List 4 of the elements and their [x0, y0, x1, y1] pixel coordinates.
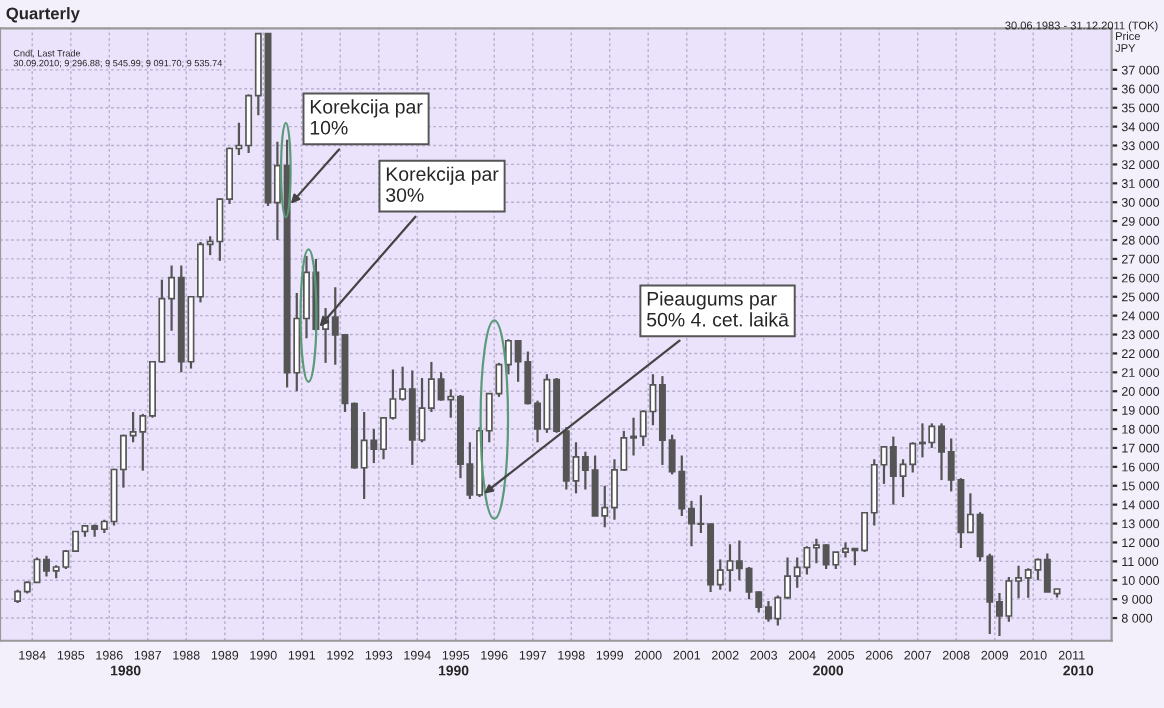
annotation: Korekcija par 10% [310, 99, 423, 135]
annotation: Pieaugums par 50% 4. cet. laikā [647, 291, 789, 327]
annotation: Korekcija par 30% [386, 166, 499, 202]
chart-title: Quarterly [6, 7, 80, 23]
